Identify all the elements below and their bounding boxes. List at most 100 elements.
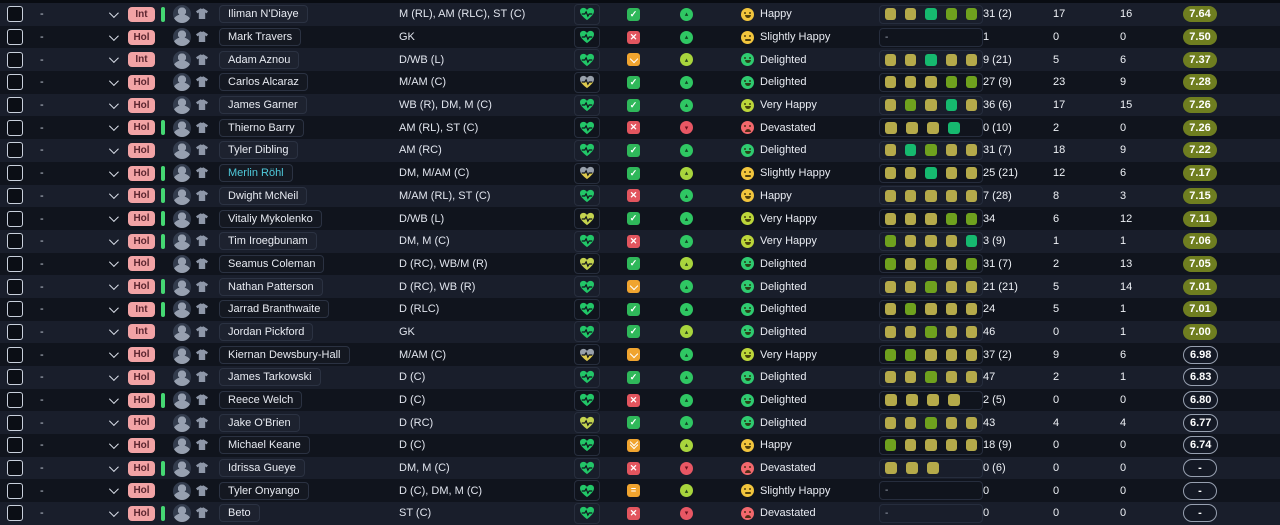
row-checkbox[interactable] xyxy=(7,187,23,204)
goals-value: 0 xyxy=(1053,439,1060,452)
row-checkbox[interactable] xyxy=(7,29,23,46)
player-name[interactable]: Merlin Röhl xyxy=(219,164,293,183)
player-name[interactable]: Jarrad Branthwaite xyxy=(219,300,330,319)
row-action-select[interactable]: - xyxy=(30,393,128,406)
player-name[interactable]: Dwight McNeil xyxy=(219,186,308,205)
player-avatar[interactable] xyxy=(173,118,191,137)
player-name[interactable]: James Garner xyxy=(219,96,307,115)
player-avatar[interactable] xyxy=(173,141,191,160)
player-avatar[interactable] xyxy=(173,50,191,69)
player-avatar[interactable] xyxy=(173,186,191,205)
player-avatar[interactable] xyxy=(173,96,191,115)
row-checkbox[interactable] xyxy=(7,437,23,454)
row-action-select[interactable]: - xyxy=(30,507,128,519)
row-action-select[interactable]: - xyxy=(30,302,128,315)
player-name[interactable]: Reece Welch xyxy=(219,391,303,410)
row-checkbox[interactable] xyxy=(7,210,23,227)
row-action-select[interactable]: - xyxy=(30,7,128,20)
row-checkbox[interactable] xyxy=(7,51,23,68)
row-checkbox[interactable] xyxy=(7,301,23,318)
player-avatar[interactable] xyxy=(173,322,191,341)
player-name[interactable]: Adam Aznou xyxy=(219,50,300,69)
player-name[interactable]: James Tarkowski xyxy=(219,368,321,387)
player-name[interactable]: Tyler Dibling xyxy=(219,141,298,160)
row-checkbox[interactable] xyxy=(7,97,23,114)
player-name[interactable]: Mark Travers xyxy=(219,28,302,47)
row-checkbox[interactable] xyxy=(7,392,23,409)
row-action-select[interactable]: - xyxy=(30,189,128,202)
player-avatar[interactable] xyxy=(173,504,191,523)
row-checkbox[interactable] xyxy=(7,346,23,363)
player-avatar[interactable] xyxy=(173,391,191,410)
player-name[interactable]: Nathan Patterson xyxy=(219,277,323,296)
row-checkbox[interactable] xyxy=(7,233,23,250)
form-square xyxy=(885,53,897,66)
row-action-select[interactable]: - xyxy=(30,439,128,451)
player-name[interactable]: Jake O'Brien xyxy=(219,413,300,432)
row-action-select[interactable]: - xyxy=(30,325,128,338)
player-name[interactable]: Seamus Coleman xyxy=(219,254,325,273)
row-checkbox[interactable] xyxy=(7,119,23,136)
player-avatar[interactable] xyxy=(173,481,191,500)
player-avatar[interactable] xyxy=(173,73,191,92)
row-action-select[interactable]: - xyxy=(30,461,128,474)
morale-label: Delighted xyxy=(760,394,807,407)
row-checkbox[interactable] xyxy=(7,74,23,91)
row-checkbox[interactable] xyxy=(7,6,23,23)
player-name[interactable]: Idrissa Gueye xyxy=(219,459,305,478)
player-name[interactable]: Jordan Pickford xyxy=(219,322,314,341)
player-avatar[interactable] xyxy=(173,254,191,273)
row-checkbox[interactable] xyxy=(7,255,23,272)
availability-badge: Hol xyxy=(128,211,155,227)
row-checkbox[interactable] xyxy=(7,460,23,477)
row-action-select[interactable]: - xyxy=(30,370,128,383)
row-action-select[interactable]: - xyxy=(30,76,128,88)
player-name[interactable]: Tyler Onyango xyxy=(219,481,309,500)
row-action-select[interactable]: - xyxy=(30,212,128,225)
row-checkbox[interactable] xyxy=(7,369,23,386)
row-action-select[interactable]: - xyxy=(30,144,128,156)
player-avatar[interactable] xyxy=(173,209,191,228)
player-avatar[interactable] xyxy=(173,413,191,432)
row-action-select[interactable]: - xyxy=(30,30,128,43)
row-action-select[interactable]: - xyxy=(30,121,128,134)
row-action-select[interactable]: - xyxy=(30,484,128,497)
player-name[interactable]: Thierno Barry xyxy=(219,118,304,137)
player-avatar[interactable] xyxy=(173,300,191,319)
row-action-select[interactable]: - xyxy=(30,98,128,111)
goals-value: 0 xyxy=(1053,31,1060,44)
row-checkbox[interactable] xyxy=(7,165,23,182)
row-checkbox[interactable] xyxy=(7,323,23,340)
player-name[interactable]: Iliman N'Diaye xyxy=(219,5,308,24)
row-action-select[interactable]: - xyxy=(30,416,128,429)
player-avatar[interactable] xyxy=(173,28,191,47)
player-name[interactable]: Tim Iroegbunam xyxy=(219,232,317,251)
player-avatar[interactable] xyxy=(173,164,191,183)
row-checkbox[interactable] xyxy=(7,505,23,522)
row-action-select[interactable]: - xyxy=(30,348,128,361)
row-checkbox[interactable] xyxy=(7,414,23,431)
player-avatar[interactable] xyxy=(173,368,191,387)
player-name[interactable]: Kiernan Dewsbury-Hall xyxy=(219,345,350,364)
player-avatar[interactable] xyxy=(173,436,191,455)
player-avatar[interactable] xyxy=(173,232,191,251)
row-checkbox[interactable] xyxy=(7,482,23,499)
row-action-select[interactable]: - xyxy=(30,166,128,179)
form-square xyxy=(965,189,978,202)
player-avatar[interactable] xyxy=(173,277,191,296)
row-checkbox[interactable] xyxy=(7,278,23,295)
player-name[interactable]: Vitaliy Mykolenko xyxy=(219,209,322,228)
player-name[interactable]: Beto xyxy=(219,504,260,523)
player-avatar[interactable] xyxy=(173,459,191,478)
player-name[interactable]: Michael Keane xyxy=(219,436,310,455)
morale-face-icon xyxy=(741,30,754,44)
row-action-select[interactable]: - xyxy=(30,53,128,66)
condition-heart-icon xyxy=(574,389,600,411)
row-action-select[interactable]: - xyxy=(30,257,128,270)
player-avatar[interactable] xyxy=(173,5,191,24)
row-checkbox[interactable] xyxy=(7,142,23,159)
player-avatar[interactable] xyxy=(173,345,191,364)
player-name[interactable]: Carlos Alcaraz xyxy=(219,73,308,92)
row-action-select[interactable]: - xyxy=(30,280,128,293)
row-action-select[interactable]: - xyxy=(30,234,128,247)
